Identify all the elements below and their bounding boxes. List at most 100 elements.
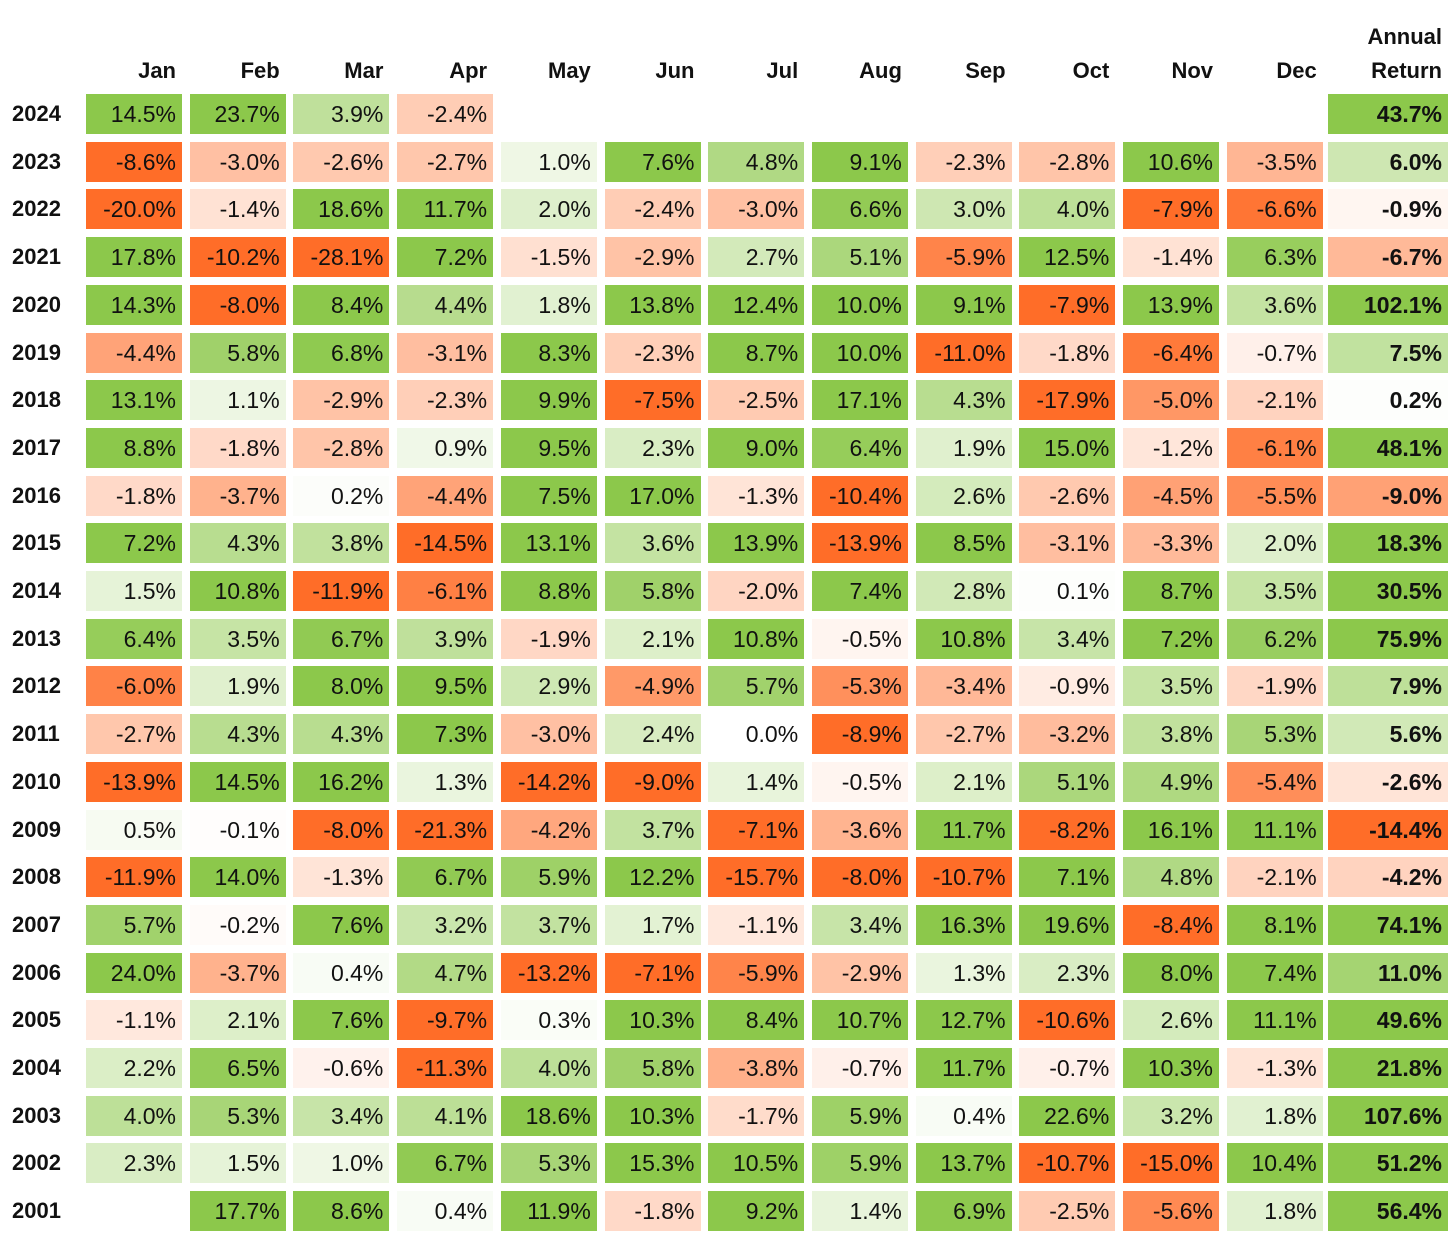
heatmap-cell: -4.2%	[500, 809, 597, 850]
heatmap-cell: -2.9%	[293, 380, 390, 421]
heatmap-cell: -15.7%	[708, 857, 805, 898]
column-header-jan: Jan	[138, 58, 176, 83]
heatmap-cell: 17.7%	[189, 1191, 286, 1232]
heatmap-cell: 2.0%	[500, 189, 597, 230]
heatmap-cell: 16.3%	[915, 904, 1012, 945]
heatmap-cell: -1.8%	[1019, 332, 1116, 373]
heatmap-cell: 6.4%	[811, 427, 908, 468]
heatmap-cell: 3.9%	[397, 618, 494, 659]
heatmap-cell: 8.5%	[915, 523, 1012, 564]
heatmap-cell: -8.0%	[189, 284, 286, 325]
heatmap-cell: -13.9%	[811, 523, 908, 564]
heatmap-cell: 3.6%	[604, 523, 701, 564]
heatmap-cell: 8.0%	[1123, 952, 1219, 993]
heatmap-cell: 0.4%	[293, 952, 390, 993]
heatmap-cell: -3.3%	[1123, 523, 1219, 564]
heatmap-cell: 1.3%	[397, 761, 494, 802]
heatmap-cell: -6.1%	[397, 571, 494, 611]
heatmap-cell: -10.7%	[1019, 1143, 1116, 1184]
heatmap-cell: 1.8%	[500, 284, 597, 325]
heatmap-cell: -1.3%	[1226, 1048, 1323, 1088]
heatmap-cell: 9.5%	[500, 427, 597, 468]
year-label-2002: 2002	[12, 1150, 61, 1176]
heatmap-cell: 0.4%	[915, 1095, 1012, 1136]
year-label-2001: 2001	[12, 1198, 61, 1224]
heatmap-cell: 4.3%	[915, 380, 1012, 421]
heatmap-cell: 12.4%	[708, 284, 805, 325]
heatmap-cell: 7.1%	[1019, 857, 1116, 898]
heatmap-cell: 19.6%	[1019, 904, 1116, 945]
heatmap-cell: -2.0%	[708, 571, 805, 611]
heatmap-cell: -3.0%	[708, 189, 805, 230]
heatmap-cell: 3.6%	[1226, 284, 1323, 325]
heatmap-cell: 15.0%	[1019, 427, 1116, 468]
heatmap-cell: -8.4%	[1123, 904, 1219, 945]
heatmap-cell: 10.0%	[811, 332, 908, 373]
annual-return-cell: -4.2%	[1328, 857, 1448, 898]
heatmap-cell: 6.6%	[811, 189, 908, 230]
heatmap-cell: -3.7%	[189, 475, 286, 516]
heatmap-cell: -3.0%	[189, 141, 286, 182]
annual-return-cell: 74.1%	[1328, 904, 1448, 945]
year-label-2023: 2023	[12, 148, 61, 174]
heatmap-cell: 16.2%	[293, 761, 390, 802]
annual-return-cell: 75.9%	[1328, 618, 1448, 659]
heatmap-cell: -5.4%	[1226, 761, 1323, 802]
column-header-jun: Jun	[655, 58, 695, 83]
heatmap-cell: 10.8%	[189, 571, 286, 611]
heatmap-cell: 6.2%	[1226, 618, 1323, 659]
heatmap-cell: 10.4%	[1226, 1143, 1323, 1184]
column-header-mar: Mar	[344, 58, 384, 83]
heatmap-cell: -2.3%	[604, 332, 701, 373]
heatmap-cell: 0.5%	[86, 809, 182, 850]
heatmap-cell: 18.6%	[293, 189, 390, 230]
heatmap-cell: -1.2%	[1123, 427, 1219, 468]
heatmap-cell: 4.4%	[397, 284, 494, 325]
heatmap-cell: -3.2%	[1019, 714, 1116, 755]
heatmap-cell: -6.4%	[1123, 332, 1219, 373]
heatmap-cell: 1.8%	[1226, 1095, 1323, 1136]
annual-return-cell: -9.0%	[1328, 475, 1448, 516]
heatmap-cell: 1.3%	[915, 952, 1012, 993]
heatmap-cell: -0.1%	[189, 809, 286, 850]
heatmap-cell: -9.7%	[397, 1000, 494, 1041]
annual-return-cell: 102.1%	[1328, 284, 1448, 325]
heatmap-cell: -3.4%	[915, 666, 1012, 707]
annual-return-cell: 30.5%	[1328, 571, 1448, 611]
heatmap-cell: 4.1%	[397, 1095, 494, 1136]
heatmap-cell: -1.9%	[500, 618, 597, 659]
heatmap-cell: -5.5%	[1226, 475, 1323, 516]
annual-return-cell: 51.2%	[1328, 1143, 1448, 1184]
heatmap-cell	[501, 94, 597, 134]
heatmap-cell: 1.4%	[811, 1191, 908, 1232]
heatmap-cell: -2.8%	[293, 427, 390, 468]
heatmap-cell: -1.8%	[86, 475, 182, 516]
heatmap-cell: -3.6%	[811, 809, 908, 850]
heatmap-cell: -14.5%	[397, 523, 494, 564]
heatmap-cell: 13.8%	[604, 284, 701, 325]
heatmap-cell: -0.5%	[811, 761, 908, 802]
heatmap-cell: -11.3%	[397, 1048, 494, 1088]
heatmap-cell: 2.1%	[915, 761, 1012, 802]
year-label-2013: 2013	[12, 625, 61, 651]
heatmap-cell: -2.7%	[397, 141, 494, 182]
column-header-apr: Apr	[449, 58, 488, 83]
year-label-2012: 2012	[12, 673, 61, 699]
heatmap-cell: 13.1%	[500, 523, 597, 564]
heatmap-cell: 2.9%	[500, 666, 597, 707]
heatmap-cell: 5.9%	[811, 1095, 908, 1136]
heatmap-cell: -1.1%	[708, 904, 805, 945]
heatmap-cell: -2.7%	[915, 714, 1012, 755]
heatmap-cell: -13.2%	[500, 952, 597, 993]
annual-return-cell: 21.8%	[1328, 1048, 1448, 1088]
heatmap-cell: -6.6%	[1226, 189, 1323, 230]
heatmap-cell: -28.1%	[293, 237, 390, 278]
heatmap-cell: 3.5%	[1123, 666, 1219, 707]
heatmap-cell: -0.6%	[293, 1048, 390, 1088]
heatmap-cell	[605, 94, 701, 134]
heatmap-cell: 1.7%	[604, 904, 701, 945]
heatmap-cell: 1.5%	[86, 571, 182, 611]
heatmap-cell: -0.7%	[811, 1048, 908, 1088]
heatmap-cell: -7.1%	[604, 952, 701, 993]
heatmap-cell: 8.6%	[293, 1191, 390, 1232]
